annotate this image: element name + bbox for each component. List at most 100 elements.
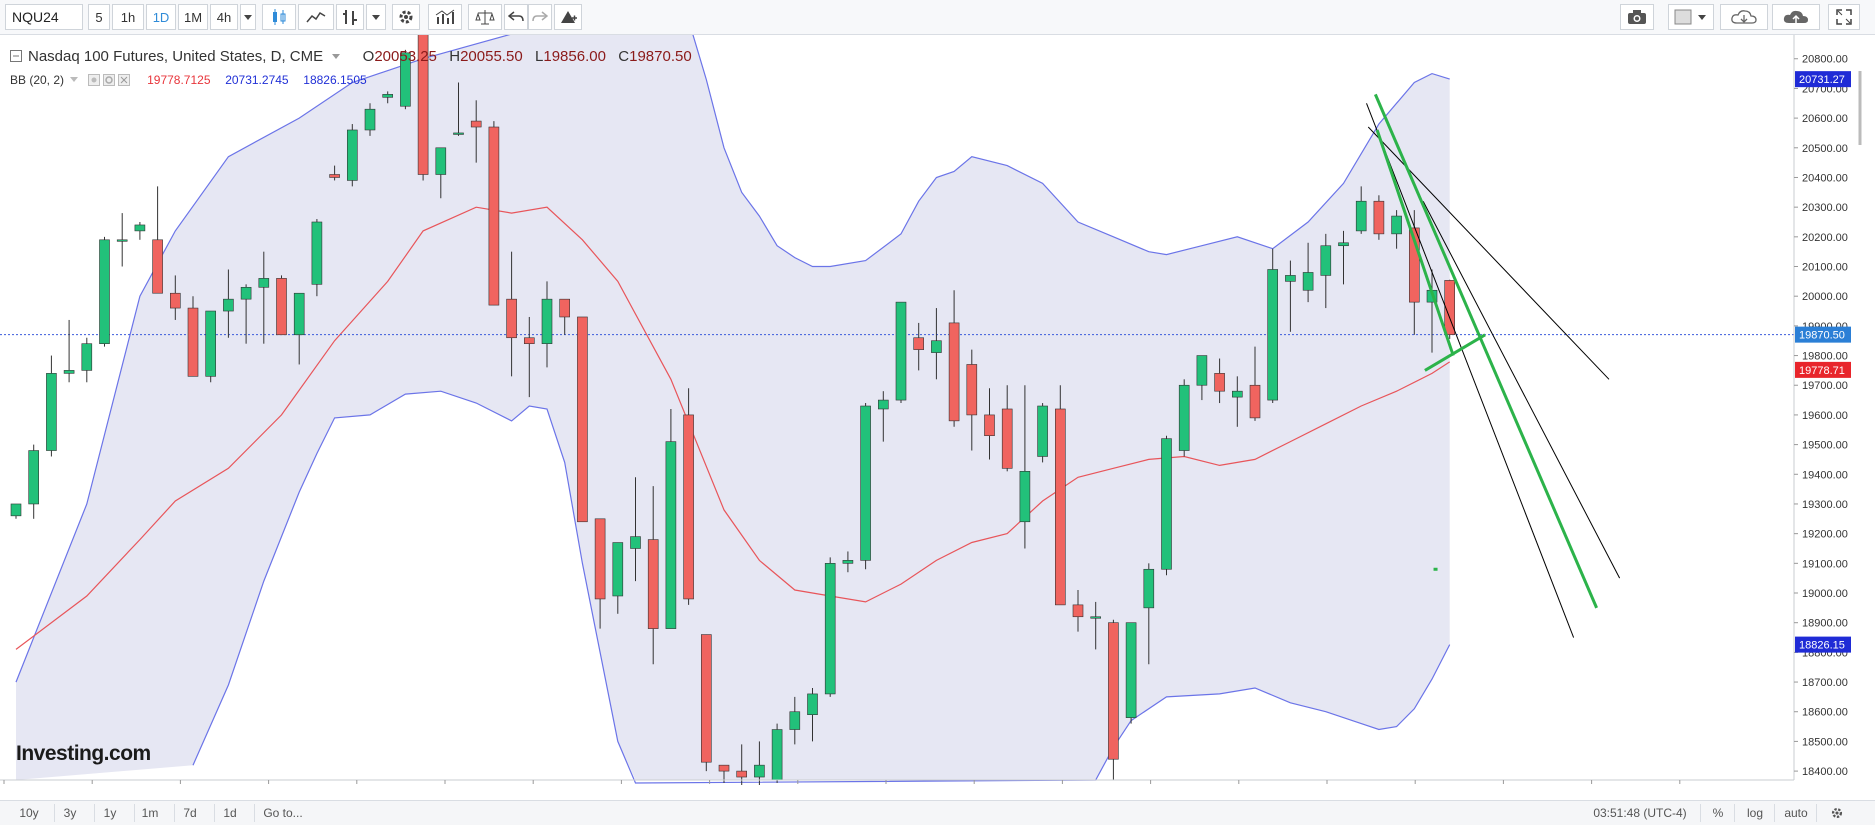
y-tick-label: 20000.00 bbox=[1802, 291, 1848, 303]
candle-body bbox=[824, 563, 836, 695]
goto-date-button[interactable]: Go to... bbox=[254, 804, 311, 822]
candle-body bbox=[1072, 604, 1084, 618]
percent-toggle[interactable]: % bbox=[1700, 804, 1735, 822]
candle bbox=[10, 503, 22, 519]
candle-body bbox=[170, 292, 181, 309]
low-label: L bbox=[535, 48, 544, 65]
settings-button[interactable] bbox=[1816, 804, 1857, 822]
candle-body bbox=[10, 503, 22, 517]
black-trend-line[interactable] bbox=[1422, 200, 1621, 579]
screenshot-button[interactable] bbox=[1620, 4, 1654, 30]
y-tick-label: 19200.00 bbox=[1802, 529, 1848, 541]
range-10y-button[interactable]: 10y bbox=[19, 806, 39, 820]
price-label-text: 18826.15 bbox=[1799, 640, 1845, 652]
green-trend-line[interactable] bbox=[1375, 129, 1455, 357]
time-axis[interactable]: 10 17 24 Jul 8 15 22 Aug 8 15 22 Sep 10 17 24 Oct 8 15 22 N… bbox=[0, 780, 1690, 785]
redo-button[interactable] bbox=[528, 4, 552, 30]
interval-5m-button[interactable]: 5 bbox=[88, 4, 110, 30]
compare-button[interactable] bbox=[468, 4, 502, 30]
settings-button[interactable] bbox=[392, 4, 420, 30]
bars-button[interactable] bbox=[336, 4, 364, 30]
candle-body bbox=[470, 120, 482, 128]
candle bbox=[293, 292, 305, 365]
candle bbox=[771, 723, 783, 783]
candle-body bbox=[1232, 390, 1243, 398]
cloud-download-button[interactable] bbox=[1720, 4, 1768, 30]
eye-icon[interactable] bbox=[87, 74, 100, 86]
candle bbox=[187, 296, 199, 377]
indicators-button[interactable] bbox=[428, 4, 462, 30]
auto-toggle[interactable]: auto bbox=[1774, 804, 1817, 822]
candle-body bbox=[417, 35, 429, 175]
alert-button[interactable] bbox=[554, 4, 582, 30]
range-7d-button[interactable]: 7d bbox=[174, 804, 205, 822]
range-1d-button[interactable]: 1d bbox=[214, 804, 245, 822]
candle-body bbox=[1196, 355, 1208, 386]
trend-lines[interactable] bbox=[1366, 93, 1621, 638]
range-1y-button[interactable]: 1y bbox=[94, 804, 125, 822]
candle bbox=[577, 316, 588, 523]
candle bbox=[1338, 230, 1349, 285]
bottom-toolbar: 10y 3y 1y 1m 7d 1d Go to... 03:51:48 (UT… bbox=[0, 800, 1875, 825]
undo-button[interactable] bbox=[504, 4, 528, 30]
x-tick-label: 8 bbox=[354, 784, 360, 785]
low-value: 19856.00 bbox=[543, 48, 606, 65]
color-box-button[interactable] bbox=[1668, 4, 1714, 30]
interval-1d-button[interactable]: 1D bbox=[146, 4, 176, 30]
interval-4h-button[interactable]: 4h bbox=[210, 4, 238, 30]
y-tick-label: 19700.00 bbox=[1802, 380, 1848, 392]
green-trend-line[interactable] bbox=[1424, 333, 1486, 372]
fullscreen-button[interactable] bbox=[1828, 4, 1860, 30]
y-tick-label: 18400.00 bbox=[1802, 766, 1848, 778]
cloud-upload-icon bbox=[1783, 10, 1808, 23]
candle bbox=[1232, 376, 1243, 427]
candle bbox=[1001, 385, 1013, 472]
candle bbox=[435, 147, 447, 199]
bb-upper-value: 20731.2745 bbox=[225, 73, 289, 87]
x-tick-label: 8 bbox=[1412, 784, 1418, 785]
interval-dropdown[interactable] bbox=[240, 4, 256, 30]
candle-body bbox=[665, 441, 677, 629]
candle bbox=[152, 186, 163, 294]
x-tick-label: Oct bbox=[1318, 784, 1335, 785]
candle-body bbox=[1001, 408, 1013, 469]
gear-icon[interactable] bbox=[103, 74, 116, 86]
interval-1h-button[interactable]: 1h bbox=[112, 4, 144, 30]
chevron-down-icon[interactable] bbox=[70, 77, 79, 82]
collapse-icon[interactable] bbox=[10, 50, 22, 62]
log-toggle[interactable]: log bbox=[1734, 804, 1775, 822]
line-chart-button[interactable] bbox=[298, 4, 334, 30]
symbol-input[interactable]: NQU24 bbox=[5, 4, 83, 30]
candle-body bbox=[718, 764, 730, 772]
x-tick-label: 15 bbox=[1497, 784, 1509, 785]
black-trend-line[interactable] bbox=[1366, 103, 1575, 638]
range-3y-button[interactable]: 3y bbox=[54, 804, 85, 822]
price-axis[interactable]: 20800.0020700.0020600.0020500.0020400.00… bbox=[1794, 54, 1848, 778]
candle-body bbox=[630, 536, 641, 549]
candle-body bbox=[1355, 200, 1367, 232]
green-trend-line[interactable] bbox=[1373, 93, 1598, 609]
close-icon[interactable] bbox=[118, 74, 131, 86]
range-1m-button[interactable]: 1m bbox=[134, 804, 165, 822]
chevron-down-icon[interactable] bbox=[332, 54, 341, 59]
candle-body bbox=[506, 298, 517, 339]
candle-body bbox=[99, 239, 110, 344]
cloud-upload-button[interactable] bbox=[1772, 4, 1820, 30]
candle-body bbox=[364, 108, 376, 131]
candle bbox=[1090, 601, 1101, 650]
price-chart[interactable]: 20800.0020700.0020600.0020500.0020400.00… bbox=[0, 35, 1875, 785]
candle bbox=[223, 269, 234, 338]
candle-body bbox=[1019, 471, 1031, 523]
candle-body bbox=[577, 316, 588, 523]
bb-upper-price-label: 20731.27 bbox=[1795, 71, 1851, 88]
candle-body bbox=[612, 542, 624, 597]
chart-type-dropdown[interactable] bbox=[366, 4, 386, 30]
candle-body bbox=[1338, 242, 1349, 247]
candle-body bbox=[152, 239, 163, 294]
candle-body bbox=[754, 764, 765, 778]
candle-body bbox=[1090, 616, 1101, 619]
candle bbox=[860, 403, 871, 570]
candles-button[interactable] bbox=[262, 4, 296, 30]
interval-1m-button[interactable]: 1M bbox=[178, 4, 208, 30]
candle-body bbox=[346, 129, 358, 181]
